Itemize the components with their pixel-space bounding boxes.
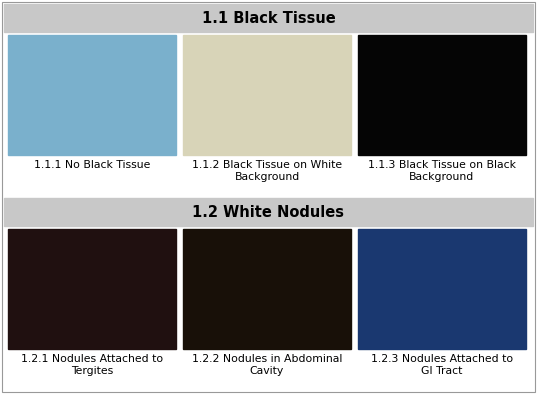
Bar <box>4 198 533 226</box>
Bar <box>358 35 526 155</box>
Text: 1.2.2 Nodules in Abdominal
Cavity: 1.2.2 Nodules in Abdominal Cavity <box>192 354 342 375</box>
Text: 1.2.1 Nodules Attached to
Tergites: 1.2.1 Nodules Attached to Tergites <box>21 354 163 375</box>
Text: 1.2 White Nodules: 1.2 White Nodules <box>192 204 345 219</box>
Text: 1.1 Black Tissue: 1.1 Black Tissue <box>201 11 336 26</box>
Bar <box>358 229 526 349</box>
Text: 1.2.3 Nodules Attached to
GI Tract: 1.2.3 Nodules Attached to GI Tract <box>371 354 513 375</box>
Text: 1.1.3 Black Tissue on Black
Background: 1.1.3 Black Tissue on Black Background <box>368 160 516 182</box>
Bar <box>8 229 176 349</box>
Bar <box>4 4 533 32</box>
Bar <box>183 229 351 349</box>
Text: 1.1.1 No Black Tissue: 1.1.1 No Black Tissue <box>34 160 150 170</box>
Bar <box>183 35 351 155</box>
Text: 1.1.2 Black Tissue on White
Background: 1.1.2 Black Tissue on White Background <box>192 160 342 182</box>
Bar <box>8 35 176 155</box>
